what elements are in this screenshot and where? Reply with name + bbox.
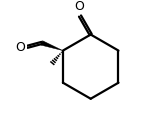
Text: O: O — [74, 0, 84, 13]
Polygon shape — [41, 41, 63, 51]
Text: O: O — [15, 41, 25, 54]
